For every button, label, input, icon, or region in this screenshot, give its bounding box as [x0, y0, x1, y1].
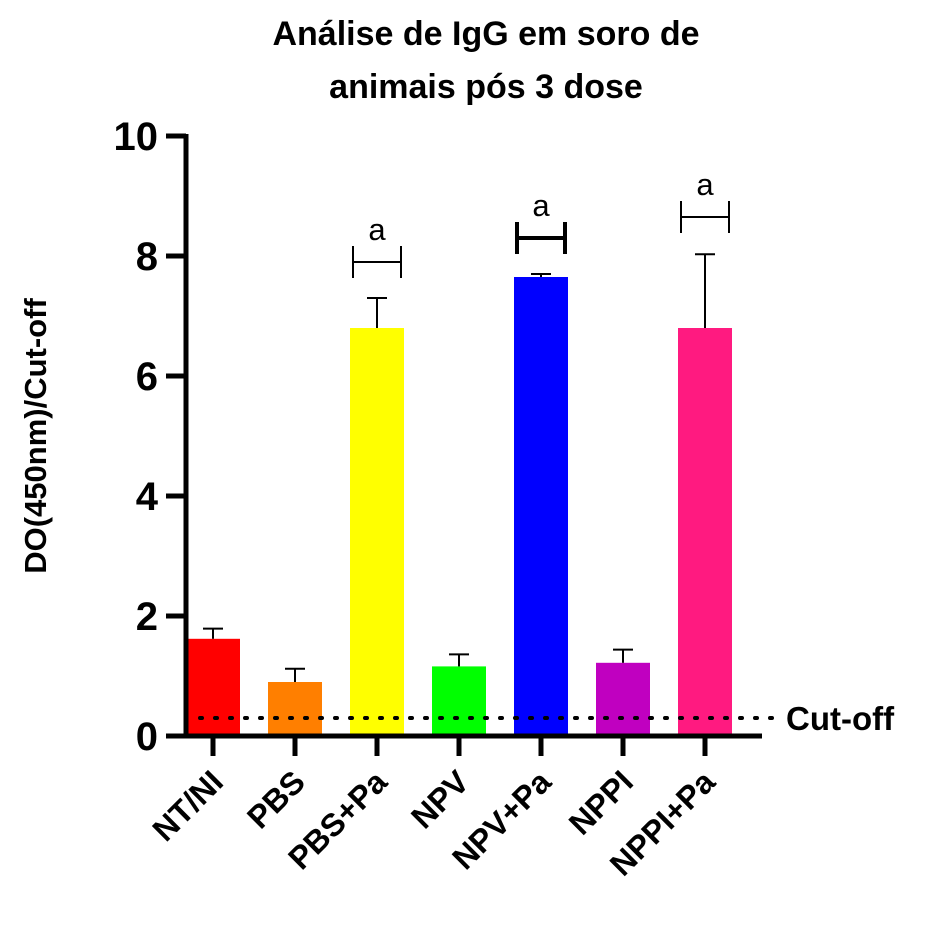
x-tick-label-nt-ni: NT/NI [145, 763, 230, 848]
sig-label-0: a [368, 212, 386, 247]
x-tick-label-pbs: PBS [240, 763, 312, 835]
chart-title-line-1: Análise de IgG em soro de [272, 15, 699, 53]
y-tick-label-8: 8 [136, 235, 158, 279]
y-tick-label-10: 10 [114, 115, 159, 159]
sig-label-1: a [532, 188, 550, 223]
chart-title-line-2: animais pós 3 dose [329, 68, 643, 106]
chart-title: Análise de IgG em soro de animais pós 3 … [272, 15, 699, 106]
x-tick-label-nppi: NPPI [562, 763, 640, 841]
cutoff-label: Cut-off [786, 700, 895, 737]
y-axis-label: DO(450nm)/Cut-off [18, 298, 53, 574]
y-tick-label-4: 4 [136, 475, 159, 519]
y-tick-label-6: 6 [136, 355, 158, 399]
bar-npv-pa [514, 277, 568, 736]
bar-pbs-pa [350, 328, 404, 736]
y-tick-label-2: 2 [136, 595, 158, 639]
bar-npv [432, 666, 486, 736]
sig-label-2: a [696, 167, 714, 202]
bar-nt-ni [186, 638, 240, 736]
x-tick-label-npv: NPV [404, 763, 476, 835]
bar-pbs [268, 682, 322, 736]
bar-nppi [596, 662, 650, 736]
bar-nppi-pa [678, 328, 732, 736]
y-tick-label-0: 0 [136, 715, 158, 759]
